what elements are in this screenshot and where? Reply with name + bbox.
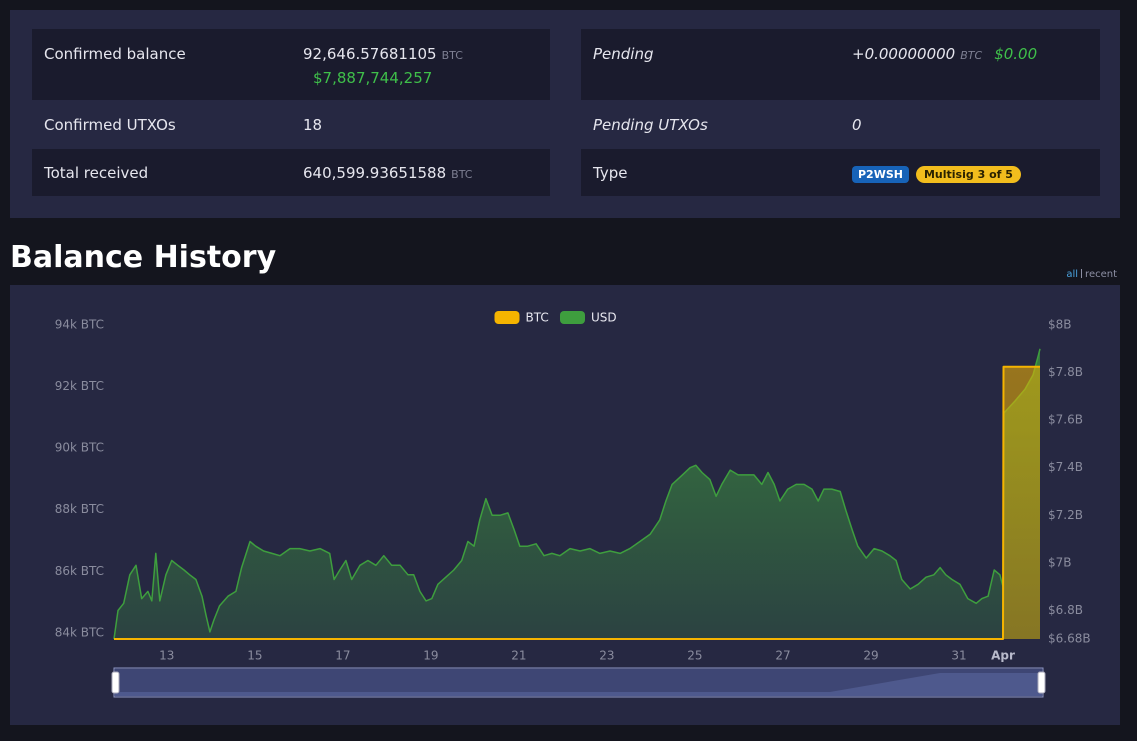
- row-value: 0: [852, 116, 862, 134]
- y2-tick-label: $7B: [1048, 555, 1072, 569]
- series-line: [113, 348, 1041, 640]
- range-links: all recent: [1066, 269, 1117, 280]
- summary-row: Confirmed balance 92,646.57681105 BTC $7,…: [32, 29, 550, 100]
- summary-row: Type P2WSH Multisig 3 of 5: [581, 149, 1100, 196]
- slider-handle[interactable]: [1037, 671, 1046, 694]
- x-tick-label: 21: [511, 649, 526, 663]
- row-value: 92,646.57681105 BTC: [303, 45, 463, 63]
- y2-tick-label: $7.8B: [1048, 365, 1083, 379]
- btc-amount: 640,599.93651588: [303, 164, 447, 182]
- x-tick-label: Apr: [991, 649, 1015, 663]
- y-tick-label: 90k BTC: [55, 441, 104, 455]
- fiat-amount: $7,887,744,257: [313, 69, 433, 87]
- unit: BTC: [441, 49, 463, 62]
- badge: Multisig 3 of 5: [915, 166, 1021, 183]
- separator: [1081, 269, 1083, 278]
- range-link[interactable]: recent: [1085, 269, 1117, 280]
- y2-tick-label: $6.8B: [1048, 603, 1083, 617]
- row-label: Pending: [593, 45, 654, 63]
- btc-amount: +0.00000000: [852, 45, 956, 63]
- y2-tick-label: $7.6B: [1048, 413, 1083, 427]
- x-tick-label: 15: [247, 649, 262, 663]
- x-tick-label: 19: [423, 649, 438, 663]
- unit: BTC: [451, 168, 473, 181]
- zoom-slider: [111, 667, 1046, 698]
- section-title: Balance History: [10, 240, 277, 275]
- y2-tick-label: $6.68B: [1048, 632, 1091, 646]
- row-value: 18: [303, 116, 323, 134]
- row-label: Confirmed balance: [44, 45, 186, 63]
- unit: BTC: [960, 49, 983, 62]
- row-value: +0.00000000 BTC $0.00: [852, 45, 1037, 63]
- slider-handle[interactable]: [111, 671, 120, 694]
- row-label: Total received: [44, 164, 149, 182]
- y-tick-label: 94k BTC: [55, 318, 104, 332]
- range-link[interactable]: all: [1066, 269, 1079, 280]
- btc-amount: 92,646.57681105: [303, 45, 437, 63]
- x-tick-label: 25: [687, 649, 702, 663]
- x-tick-label: 31: [951, 649, 966, 663]
- badge: P2WSH: [852, 166, 909, 183]
- x-tick-label: 23: [599, 649, 614, 663]
- y2-tick-label: $8B: [1048, 318, 1072, 332]
- y2-tick-label: $7.2B: [1048, 508, 1083, 522]
- x-tick-label: 29: [863, 649, 878, 663]
- legend-swatch: [494, 311, 520, 324]
- row-value: P2WSH Multisig 3 of 5: [852, 164, 1028, 183]
- series-line: [114, 365, 1040, 640]
- chart-panel: [10, 285, 1120, 725]
- summary-panel: Confirmed balance 92,646.57681105 BTC $7,…: [10, 10, 1120, 218]
- y2-tick-label: $7.4B: [1048, 460, 1083, 474]
- y-tick-label: 88k BTC: [55, 502, 104, 516]
- legend-label: USD: [591, 311, 617, 325]
- slider-preview: [115, 673, 1042, 696]
- y-tick-label: 86k BTC: [55, 564, 104, 578]
- row-value: 640,599.93651588 BTC: [303, 164, 472, 182]
- x-tick-label: 13: [159, 649, 174, 663]
- summary-row: Pending +0.00000000 BTC $0.00: [581, 29, 1100, 100]
- area-fill: [114, 348, 1040, 639]
- y-tick-label: 92k BTC: [55, 379, 104, 393]
- x-tick-label: 27: [775, 649, 790, 663]
- row-label: Confirmed UTXOs: [44, 116, 176, 134]
- y-tick-label: 84k BTC: [55, 625, 104, 639]
- summary-row: Total received 640,599.93651588 BTC: [32, 149, 550, 196]
- fiat-amount: $0.00: [994, 45, 1038, 63]
- x-tick-label: 17: [335, 649, 350, 663]
- legend-label: BTC: [526, 311, 549, 325]
- legend-swatch: [560, 311, 585, 324]
- row-label: Type: [593, 164, 628, 182]
- summary-row: Pending UTXOs 0: [581, 100, 1100, 149]
- slider-window[interactable]: [115, 669, 1042, 696]
- summary-row: Confirmed UTXOs 18: [32, 100, 550, 149]
- row-label: Pending UTXOs: [593, 116, 708, 134]
